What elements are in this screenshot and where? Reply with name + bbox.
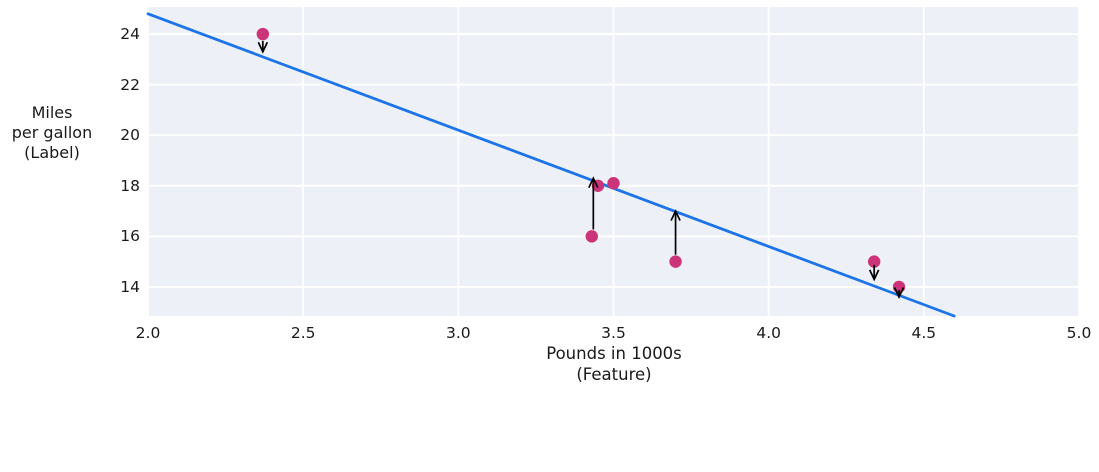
data-point	[669, 255, 682, 268]
x-axis-label: Pounds in 1000s (Feature)	[464, 343, 764, 385]
x-tick-label: 4.5	[911, 324, 937, 342]
y-tick-label: 14	[120, 277, 140, 296]
loss-arrow-head	[257, 41, 269, 54]
y-axis-label: Miles per gallon (Label)	[2, 103, 102, 163]
x-tick-label: 4.0	[756, 324, 781, 342]
x-tick-label: 5.0	[1066, 324, 1092, 342]
x-tick-label: 2.0	[135, 324, 161, 342]
y-axis-label-line: per gallon	[11, 123, 93, 142]
y-tick-label: 18	[120, 176, 140, 195]
x-tick-label: 3.0	[446, 324, 471, 342]
data-point	[256, 27, 270, 41]
loss-arrow-head	[893, 287, 905, 300]
data-point	[585, 230, 598, 243]
model-line	[146, 12, 956, 318]
x-axis-label-line: (Feature)	[576, 365, 652, 384]
y-axis-label-line: (Label)	[24, 143, 80, 162]
x-tick-label: 2.5	[290, 324, 316, 342]
y-tick-label: 16	[120, 227, 140, 246]
scatter-plot-canvas	[146, 7, 1080, 318]
loss-arrow-head	[670, 209, 681, 221]
x-axis-label-line: Pounds in 1000s	[546, 344, 682, 363]
y-tick-label: 24	[120, 25, 140, 44]
y-axis-label-line: Miles	[31, 103, 73, 122]
data-point	[867, 255, 881, 268]
legend: Loss lines Model	[0, 400, 1099, 470]
loss-arrow-head	[588, 176, 599, 189]
y-tick-label: 22	[120, 75, 140, 94]
x-tick-label: 3.5	[601, 324, 626, 342]
loss-arrow-head	[868, 269, 880, 282]
y-tick-label: 20	[120, 126, 140, 145]
data-point	[607, 177, 620, 190]
